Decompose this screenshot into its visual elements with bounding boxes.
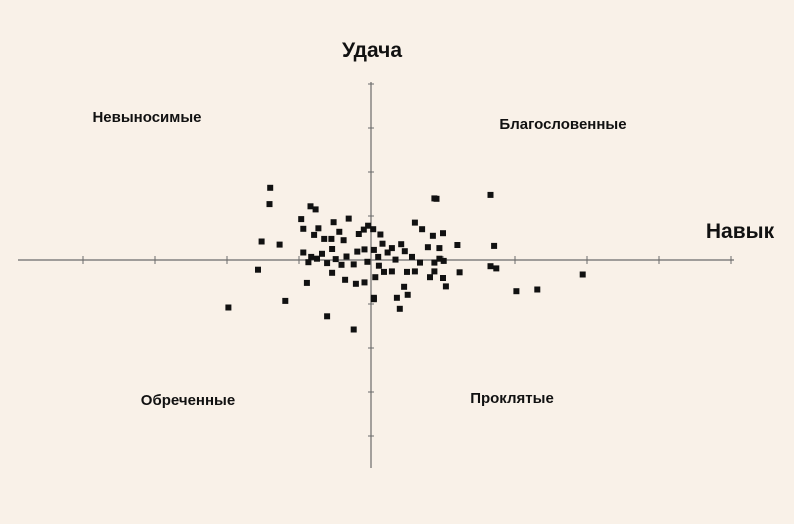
- data-point: [375, 262, 382, 269]
- data-point: [355, 231, 362, 237]
- data-point: [440, 275, 446, 281]
- data-point: [343, 253, 350, 260]
- data-point: [411, 268, 418, 275]
- data-point: [329, 246, 336, 252]
- data-point: [429, 232, 436, 239]
- data-point: [513, 288, 520, 295]
- data-point: [267, 184, 274, 191]
- data-point: [300, 225, 307, 232]
- data-point: [365, 222, 372, 229]
- data-point: [398, 241, 405, 248]
- data-point: [315, 225, 322, 232]
- data-points: [225, 184, 586, 333]
- data-point: [381, 268, 387, 275]
- data-point: [491, 242, 498, 249]
- data-point: [350, 261, 357, 268]
- data-point: [336, 228, 343, 235]
- data-point: [384, 249, 391, 256]
- data-point: [419, 226, 426, 233]
- data-point: [534, 286, 541, 293]
- data-point: [424, 244, 431, 251]
- data-point: [276, 241, 283, 248]
- data-point: [308, 253, 315, 260]
- data-point: [436, 245, 443, 252]
- data-point: [396, 305, 403, 312]
- quadrant-label-bottom-right: Проклятые: [470, 390, 554, 407]
- data-point: [436, 255, 443, 262]
- data-point: [431, 259, 438, 266]
- data-point: [409, 253, 415, 260]
- data-point: [345, 215, 352, 222]
- data-point: [392, 256, 399, 263]
- axes: [18, 82, 734, 468]
- data-point: [255, 266, 261, 273]
- data-point: [305, 259, 312, 266]
- data-point: [319, 250, 325, 257]
- data-point: [379, 240, 386, 247]
- data-point: [307, 203, 314, 210]
- data-point: [431, 195, 438, 202]
- data-point: [404, 291, 411, 298]
- axis-ticks: [82, 83, 732, 437]
- data-point: [311, 231, 318, 238]
- data-point: [440, 257, 447, 264]
- x-axis-title: Навык: [706, 220, 775, 243]
- data-point: [493, 265, 500, 272]
- data-point: [442, 283, 449, 290]
- quadrant-label-top-right: Благословенные: [499, 116, 626, 133]
- data-point: [370, 296, 377, 303]
- data-point: [300, 249, 307, 256]
- quadrant-label-bottom-left: Обреченные: [141, 392, 235, 409]
- data-point: [330, 219, 337, 226]
- quadrant-label-top-left: Невыносимые: [92, 109, 201, 126]
- data-point: [321, 235, 328, 242]
- data-point: [456, 269, 463, 276]
- data-point: [303, 279, 310, 286]
- data-point: [329, 269, 336, 276]
- data-point: [388, 245, 395, 252]
- data-point: [427, 274, 433, 281]
- data-point: [225, 304, 232, 311]
- data-point: [332, 256, 339, 263]
- data-point: [324, 260, 331, 267]
- data-point: [314, 255, 320, 262]
- data-point: [388, 268, 395, 275]
- data-point: [342, 276, 349, 283]
- y-axis-title: Удача: [342, 39, 402, 62]
- data-point: [372, 274, 379, 281]
- data-point: [328, 235, 335, 242]
- data-point: [361, 279, 368, 286]
- data-point: [411, 219, 418, 226]
- data-point: [579, 271, 586, 278]
- data-point: [370, 246, 377, 253]
- data-point: [454, 242, 461, 248]
- data-point: [350, 326, 357, 333]
- data-point: [338, 261, 345, 268]
- data-point: [298, 216, 305, 223]
- data-point: [340, 237, 347, 244]
- data-point: [370, 226, 377, 233]
- data-point: [401, 283, 408, 290]
- data-point: [440, 230, 446, 237]
- data-point: [417, 259, 423, 266]
- data-point: [404, 268, 410, 275]
- data-point: [258, 238, 265, 245]
- data-point: [361, 246, 368, 253]
- data-point: [393, 294, 400, 301]
- data-point: [360, 226, 367, 233]
- data-point: [324, 313, 331, 320]
- data-point: [487, 263, 494, 270]
- data-point: [352, 280, 359, 287]
- data-point: [266, 201, 273, 208]
- data-point: [312, 206, 319, 213]
- data-point: [377, 231, 384, 238]
- data-point: [354, 248, 361, 255]
- data-point: [282, 297, 289, 304]
- data-point: [401, 248, 408, 255]
- data-point: [375, 253, 382, 260]
- data-point: [431, 268, 438, 275]
- data-point: [364, 258, 371, 265]
- data-point: [487, 191, 494, 198]
